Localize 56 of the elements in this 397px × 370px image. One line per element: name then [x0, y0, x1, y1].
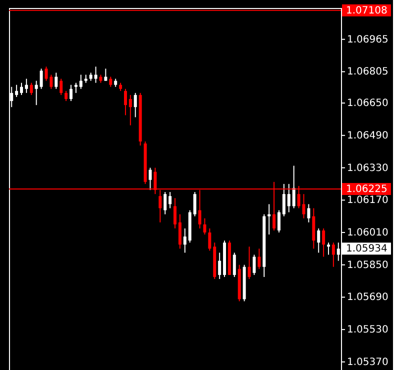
y-tick-label: 1.05370 [347, 356, 388, 368]
text: 1.05934 [346, 244, 388, 255]
candlestick [183, 228, 186, 254]
candlestick [307, 204, 310, 223]
candlestick [24, 78, 28, 94]
candlestick [94, 66, 98, 84]
candlestick [134, 92, 137, 118]
candlestick [208, 228, 212, 252]
candlestick [60, 78, 63, 96]
candlestick [174, 198, 176, 229]
ref-line-label: 1.06225 [346, 184, 388, 195]
candlestick [20, 82, 24, 96]
candlestick [248, 246, 251, 280]
candlestick [203, 218, 206, 236]
y-tick-label: 1.06170 [347, 195, 388, 206]
y-tick-label: 1.06010 [347, 227, 388, 238]
candlestick [128, 94, 132, 126]
candlestick [34, 80, 38, 106]
candlestick [322, 228, 326, 258]
candlestick [40, 68, 43, 90]
candlestick [148, 167, 152, 191]
candlestick [124, 88, 127, 116]
candlestick [268, 204, 271, 236]
candlestick [15, 84, 18, 98]
ref-line-label: 1.07108 [346, 5, 388, 16]
y-tick-label: 1.05690 [347, 292, 388, 304]
candlestick [104, 68, 108, 82]
candlestick [218, 252, 222, 280]
candlestick [317, 228, 320, 254]
candlestick [79, 74, 82, 90]
candlestick [54, 72, 58, 90]
y-tick-label: 1.05850 [347, 260, 388, 271]
y-tick-label: 1.06805 [347, 66, 388, 78]
candlestick [332, 242, 335, 268]
candlestick [258, 248, 261, 270]
candlestick [232, 252, 236, 278]
y-tick-label: 1.06490 [347, 130, 388, 142]
candlestick [164, 192, 167, 215]
candlestick [74, 82, 78, 94]
candlestick [193, 192, 196, 217]
y-tick-label: 1.06330 [347, 162, 388, 174]
y-tick-label: 1.05530 [347, 324, 388, 336]
candlestick [70, 84, 73, 102]
candlestick [277, 210, 280, 233]
candlestick [64, 90, 68, 102]
candlestick [292, 165, 296, 209]
candlestick [326, 242, 330, 256]
candlestick [178, 214, 182, 250]
candlestick [252, 254, 256, 276]
candlestick [30, 82, 33, 96]
candlestick [282, 183, 286, 217]
candlestick [109, 76, 112, 88]
y-tick-label: 1.06965 [347, 34, 388, 46]
candlestick [168, 192, 172, 209]
y-tick-label: 1.06650 [347, 98, 388, 110]
candlestick [287, 183, 290, 213]
